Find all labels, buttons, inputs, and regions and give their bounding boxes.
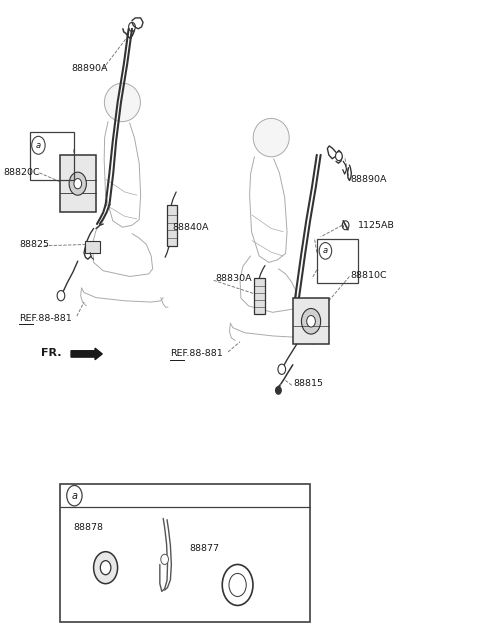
Bar — [30, 132, 74, 180]
Circle shape — [336, 152, 342, 161]
Circle shape — [69, 172, 86, 195]
Text: a: a — [323, 246, 328, 255]
Bar — [60, 155, 96, 212]
Text: FR.: FR. — [41, 348, 61, 358]
Circle shape — [100, 561, 111, 575]
Circle shape — [67, 485, 82, 506]
Text: REF.88-881: REF.88-881 — [170, 349, 223, 358]
Circle shape — [222, 564, 253, 605]
Text: 88830A: 88830A — [215, 274, 252, 283]
Text: 88810C: 88810C — [350, 271, 387, 280]
Circle shape — [307, 316, 315, 327]
Text: a: a — [36, 141, 41, 150]
Circle shape — [276, 387, 281, 394]
Text: REF.88-881: REF.88-881 — [19, 314, 72, 323]
Bar — [254, 278, 265, 314]
Text: 88825: 88825 — [19, 240, 49, 249]
Bar — [293, 298, 329, 344]
Circle shape — [229, 573, 246, 596]
Text: 1125AB: 1125AB — [358, 221, 395, 230]
Text: 88890A: 88890A — [350, 175, 387, 184]
Text: 88877: 88877 — [190, 544, 220, 553]
Text: a: a — [72, 491, 77, 500]
Circle shape — [94, 552, 118, 584]
Bar — [85, 241, 100, 253]
Text: 88815: 88815 — [294, 380, 324, 388]
Bar — [167, 205, 177, 246]
Circle shape — [161, 554, 168, 564]
Circle shape — [301, 308, 321, 334]
Circle shape — [342, 221, 349, 230]
Circle shape — [129, 22, 135, 31]
Ellipse shape — [105, 83, 140, 122]
Text: 88890A: 88890A — [71, 64, 108, 73]
Text: 88840A: 88840A — [173, 223, 209, 232]
Circle shape — [74, 179, 82, 189]
Circle shape — [319, 243, 332, 259]
Text: 88878: 88878 — [73, 523, 104, 532]
Circle shape — [278, 364, 286, 374]
Bar — [60, 484, 310, 622]
Bar — [317, 239, 358, 283]
Circle shape — [57, 291, 65, 301]
Circle shape — [32, 136, 45, 154]
Ellipse shape — [253, 118, 289, 157]
Text: 88820C: 88820C — [4, 168, 40, 177]
FancyArrow shape — [71, 348, 102, 360]
